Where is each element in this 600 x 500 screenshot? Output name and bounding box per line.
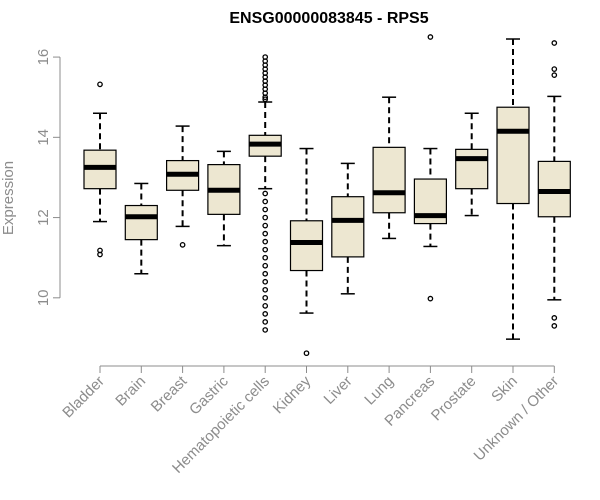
outlier-point-breast	[179, 242, 186, 248]
box-liver	[331, 196, 365, 258]
outlier-point-hematopoietic-cells	[262, 286, 269, 293]
x-tick-label-skin: Skin	[488, 373, 521, 406]
x-tick-label-bladder: Bladder	[59, 373, 108, 422]
y-tick-label: 12	[35, 209, 52, 226]
outlier-point-hematopoietic-cells	[262, 96, 269, 103]
box-lung	[372, 146, 406, 214]
outlier-point-hematopoietic-cells	[262, 294, 269, 301]
outlier-point-hematopoietic-cells	[262, 94, 269, 101]
outlier-point-hematopoietic-cells	[262, 270, 269, 277]
outlier-point-unknown-other	[551, 315, 558, 321]
outlier-point-hematopoietic-cells	[262, 278, 269, 285]
outlier-point-hematopoietic-cells	[262, 190, 269, 197]
outlier-point-hematopoietic-cells	[262, 302, 269, 309]
box-prostate	[455, 148, 489, 190]
y-tick-label: 14	[35, 129, 52, 146]
outlier-point-pancreas	[427, 34, 434, 40]
box-brain	[124, 204, 158, 241]
outlier-point-hematopoietic-cells	[262, 254, 269, 261]
outlier-point-pancreas	[427, 295, 434, 302]
outlier-point-hematopoietic-cells	[262, 311, 269, 317]
outlier-point-hematopoietic-cells	[262, 222, 269, 229]
x-tick-label-lung: Lung	[361, 373, 397, 409]
y-tick-label: 10	[35, 289, 52, 306]
x-tick-label-kidney: Kidney	[270, 372, 315, 417]
box-skin	[496, 106, 530, 205]
y-axis-label: Expression	[0, 161, 17, 235]
outlier-point-hematopoietic-cells	[262, 206, 269, 213]
outlier-point-bladder	[97, 251, 103, 258]
x-tick-label-brain: Brain	[112, 373, 149, 410]
outlier-point-hematopoietic-cells	[262, 262, 269, 269]
outlier-point-unknown-other	[551, 66, 558, 72]
outlier-point-unknown-other	[551, 40, 558, 46]
outlier-point-unknown-other	[551, 323, 558, 329]
outlier-point-unknown-other	[551, 72, 558, 78]
outlier-point-hematopoietic-cells	[262, 214, 269, 221]
chart-title: ENSG00000083845 - RPS5	[229, 10, 428, 27]
outlier-point-bladder	[97, 81, 103, 88]
outlier-point-hematopoietic-cells	[262, 319, 269, 325]
x-tick-label-breast: Breast	[148, 372, 191, 415]
y-tick-label: 16	[35, 49, 52, 66]
x-tick-label-prostate: Prostate	[428, 373, 480, 425]
box-kidney	[289, 220, 324, 272]
outlier-point-hematopoietic-cells	[262, 198, 269, 205]
outlier-point-hematopoietic-cells	[262, 246, 269, 253]
outlier-point-hematopoietic-cells	[262, 327, 269, 333]
outlier-point-hematopoietic-cells	[262, 230, 269, 237]
x-tick-label-liver: Liver	[321, 373, 356, 408]
outlier-point-hematopoietic-cells	[262, 238, 269, 245]
outlier-point-kidney	[303, 350, 310, 357]
